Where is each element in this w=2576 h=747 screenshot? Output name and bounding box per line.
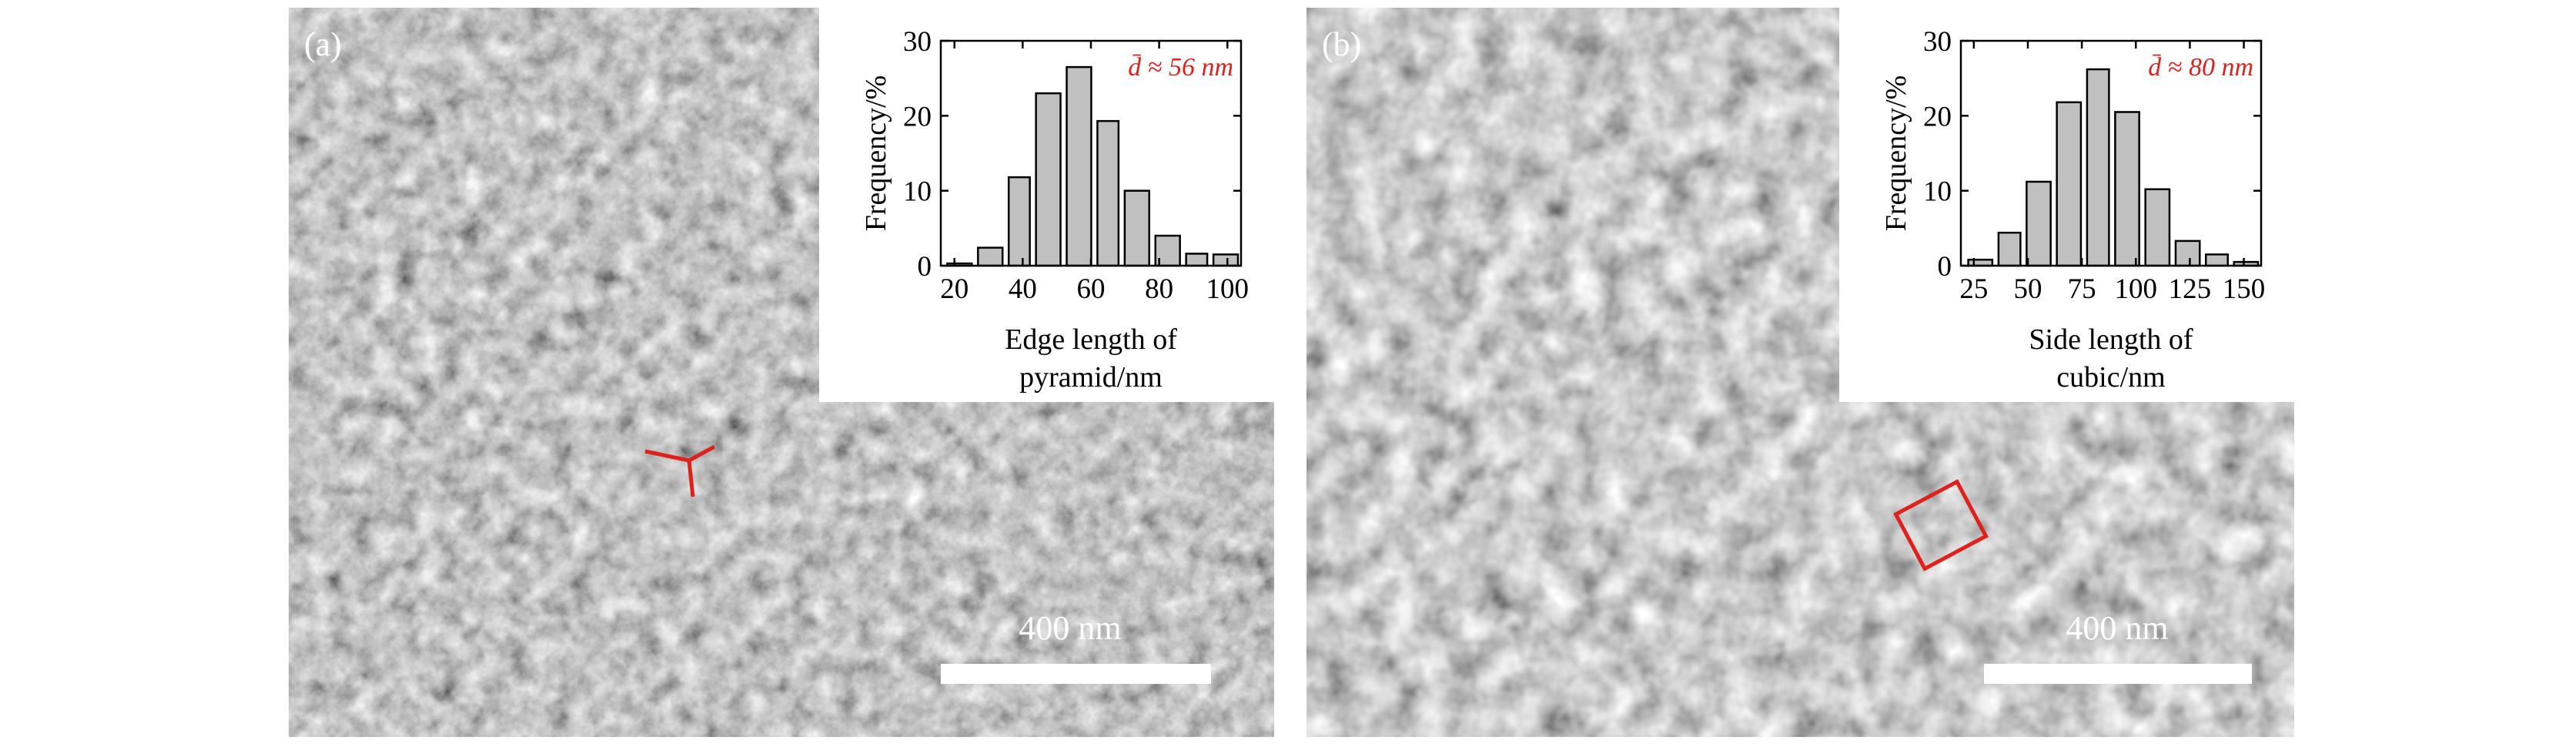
red-marker	[644, 444, 1989, 571]
panel-label: (a)	[304, 25, 342, 63]
y-tick-label: 10	[903, 176, 932, 208]
bar	[1185, 253, 1209, 267]
bar	[2056, 101, 2083, 267]
y-axis-title: Frequency/%	[860, 75, 892, 232]
x-axis-title: Side length of	[2029, 323, 2193, 356]
bar	[977, 246, 1004, 267]
x-tick-label: 100	[2115, 273, 2158, 305]
y-tick-label: 10	[1923, 176, 1952, 208]
bar	[1066, 65, 1092, 267]
bar	[1997, 231, 2022, 267]
annotation: d̄ ≈ 80 nm	[2148, 53, 2253, 82]
bar	[2114, 111, 2140, 267]
x-tick-label: 40	[1009, 273, 1037, 305]
y-tick-label: 20	[903, 101, 932, 132]
x-axis-title: pyramid/nm	[1019, 361, 1163, 394]
inset-chart: 25 50 75 100 125 150 0 10 20 30 Frequency/% Side le…	[1880, 26, 2265, 394]
bar	[1212, 253, 1239, 267]
x-tick-label: 100	[1206, 273, 1250, 305]
bar	[2144, 188, 2171, 267]
x-tick-label: 75	[2068, 273, 2096, 305]
x-tick-label: 80	[1145, 273, 1173, 305]
inset-chart: 20 40 60 80 100 0 10 20 30 Frequency/% Edge length…	[860, 26, 1249, 394]
y-tick-label: 30	[903, 26, 932, 58]
y-tick-label: 30	[1923, 26, 1952, 58]
bar	[2204, 253, 2229, 267]
x-tick-label: 60	[1077, 273, 1106, 305]
x-tick-label: 50	[2013, 273, 2042, 305]
bar	[1035, 92, 1062, 267]
x-tick-label: 20	[940, 273, 969, 305]
y-tick-label: 0	[918, 251, 932, 283]
scale-bar-label: 400 nm	[1019, 609, 1121, 647]
bar	[2086, 68, 2110, 267]
bar	[1096, 119, 1120, 267]
bar	[2026, 180, 2052, 267]
plot-frame	[1959, 39, 2263, 267]
x-axis-title: Edge length of	[1005, 323, 1177, 356]
y-axis-title: Frequency/%	[1880, 75, 1912, 232]
x-tick-label: 25	[1959, 273, 1988, 305]
bar	[2174, 240, 2201, 267]
x-axis-title: cubic/nm	[2056, 361, 2165, 394]
y-tick-label: 20	[1923, 101, 1952, 132]
annotation: d̄ ≈ 56 nm	[1128, 53, 1233, 82]
scale-bar-label: 400 nm	[2066, 609, 2168, 647]
x-tick-label: 150	[2223, 273, 2266, 305]
x-tick-label: 125	[2169, 273, 2212, 305]
bar	[1123, 189, 1151, 267]
panel-label: (b)	[1322, 25, 1361, 63]
scale-bar	[1984, 664, 2252, 684]
bar	[1007, 176, 1031, 267]
y-tick-label: 0	[1938, 251, 1952, 283]
scale-bar	[941, 664, 1211, 684]
